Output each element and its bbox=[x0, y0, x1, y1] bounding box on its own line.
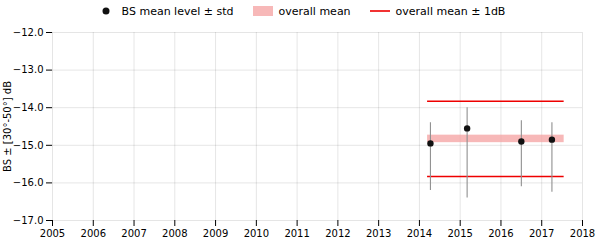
svg-text:−17.0: −17.0 bbox=[13, 215, 44, 226]
svg-text:−14.0: −14.0 bbox=[13, 102, 44, 113]
svg-text:−15.0: −15.0 bbox=[13, 140, 44, 151]
svg-text:2010: 2010 bbox=[244, 228, 269, 239]
svg-text:−13.0: −13.0 bbox=[13, 64, 44, 75]
svg-text:2013: 2013 bbox=[366, 228, 391, 239]
svg-text:2017: 2017 bbox=[529, 228, 554, 239]
html-text:overall mean ± 1dB: overall mean ± 1dB bbox=[395, 4, 506, 18]
svg-text:BS ± [30°-50°] dB: BS ± [30°-50°] dB bbox=[2, 81, 13, 172]
svg-text:2009: 2009 bbox=[203, 228, 228, 239]
svg-text:2011: 2011 bbox=[284, 228, 309, 239]
svg-text:2005: 2005 bbox=[40, 228, 65, 239]
svg-text:2008: 2008 bbox=[162, 228, 187, 239]
svg-text:2007: 2007 bbox=[121, 228, 146, 239]
svg-text:2014: 2014 bbox=[407, 228, 432, 239]
svg-text:2018: 2018 bbox=[570, 228, 595, 239]
svg-text:−12.0: −12.0 bbox=[13, 27, 44, 38]
svg-text:2015: 2015 bbox=[447, 228, 472, 239]
svg-text:2006: 2006 bbox=[81, 228, 106, 239]
html-text:overall mean: overall mean bbox=[278, 4, 351, 18]
svg-text:−16.0: −16.0 bbox=[13, 177, 44, 188]
svg-text:2012: 2012 bbox=[325, 228, 350, 239]
svg-text:2016: 2016 bbox=[488, 228, 513, 239]
html-text:BS mean level ± std: BS mean level ± std bbox=[121, 4, 234, 18]
